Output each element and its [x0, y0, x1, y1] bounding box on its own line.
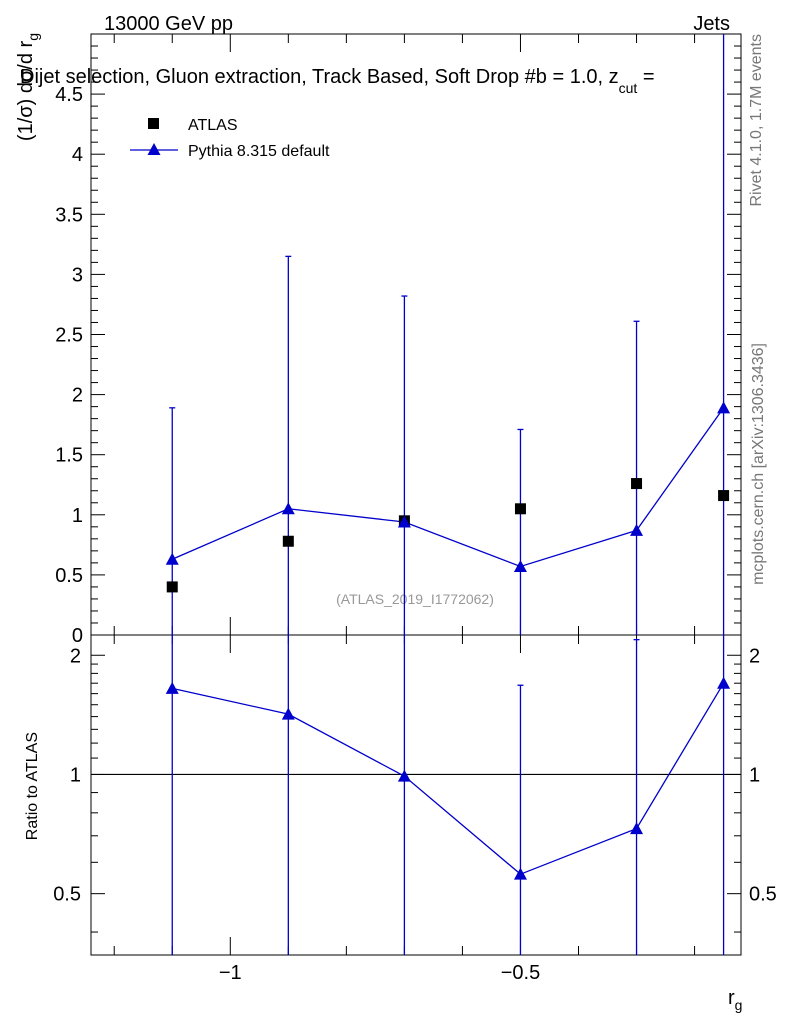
main-ytick-label: 2.5 — [55, 325, 83, 347]
selection-title-main: Dijet selection, Gluon extraction, Track… — [20, 66, 619, 88]
ratio-xlabel-main: r — [728, 987, 735, 1009]
main-data-point — [282, 535, 294, 547]
main-mc-point — [397, 515, 411, 528]
ratio-xtick-label: −1 — [219, 962, 242, 984]
main-ylabel-main: (1/σ) dσ/d r — [15, 40, 37, 141]
main-ylabel-sub: g — [25, 33, 41, 41]
ratio-mc-point — [717, 676, 731, 689]
ratio-mc-point — [165, 681, 179, 694]
ratio-mc-point — [281, 707, 295, 720]
energy-label: 13000 GeV pp — [104, 13, 233, 35]
main-mc-point — [513, 559, 527, 572]
ratio-ytick-label-right: 2 — [749, 645, 760, 667]
ratio-xlabel-sub: g — [735, 997, 743, 1013]
main-marks — [165, 34, 731, 635]
main-mc-line — [171, 407, 725, 568]
ratio-frame — [90, 634, 742, 956]
legend-data-marker — [148, 118, 159, 129]
ratio-xlabel: rg — [728, 987, 742, 1013]
analysis-watermark: (ATLAS_2019_I1772062) — [336, 591, 494, 607]
ratio-ytick-label-right: 1 — [749, 764, 760, 786]
legend-data-label: ATLAS — [188, 117, 238, 134]
main-data-point — [718, 490, 730, 502]
ratio-mc-line — [172, 682, 725, 875]
main-ytick-label: 3.5 — [55, 204, 83, 226]
main-ytick-label: 2 — [72, 385, 83, 407]
main-ytick-label: 4 — [72, 144, 83, 166]
main-ytick-label: 4.5 — [55, 84, 83, 106]
ratio-ytick-label: 2 — [70, 645, 81, 667]
ratio-ytick-label: 1 — [70, 764, 81, 786]
main-data-point — [514, 503, 526, 515]
selection-title-sub: cut — [619, 80, 638, 96]
ratio-ytick-label: 0.5 — [53, 884, 81, 906]
ratio-axes: −1 −0.5 0.5 0.5 1 1 2 2 — [53, 635, 777, 984]
ratio-ytick-label-right: 0.5 — [749, 884, 777, 906]
main-data-point — [166, 581, 178, 593]
process-label: Jets — [693, 13, 730, 35]
main-data-point — [631, 478, 643, 490]
main-mc-point — [717, 401, 731, 414]
main-ylabel: (1/σ) dσ/d rg — [15, 33, 41, 141]
main-ytick-label: 0.5 — [55, 565, 83, 587]
ratio-mc-point — [513, 867, 527, 880]
selection-title-tail: = — [637, 66, 654, 88]
main-ytick-label: 1.5 — [55, 445, 83, 467]
selection-title: Dijet selection, Gluon extraction, Track… — [20, 66, 655, 96]
ratio-mc-point — [397, 769, 411, 782]
ratio-marks — [165, 635, 731, 955]
main-mc-point — [281, 502, 295, 515]
main-mc-point — [630, 523, 644, 536]
ratio-mc-point — [630, 822, 644, 835]
main-ytick-label: 1 — [72, 505, 83, 527]
mcplots-label: mcplots.cern.ch [arXiv:1306.3436] — [750, 343, 767, 585]
legend-mc-label: Pythia 8.315 default — [188, 143, 330, 160]
rivet-label: Rivet 4.1.0, 1.7M events — [748, 34, 765, 207]
main-mc-point — [165, 552, 179, 565]
main-ytick-label: 0 — [72, 625, 83, 647]
ratio-xtick-label: −0.5 — [501, 962, 540, 984]
ratio-ylabel: Ratio to ATLAS — [24, 732, 41, 840]
main-ytick-label: 3 — [72, 264, 83, 286]
legend-mc-marker — [147, 143, 161, 155]
